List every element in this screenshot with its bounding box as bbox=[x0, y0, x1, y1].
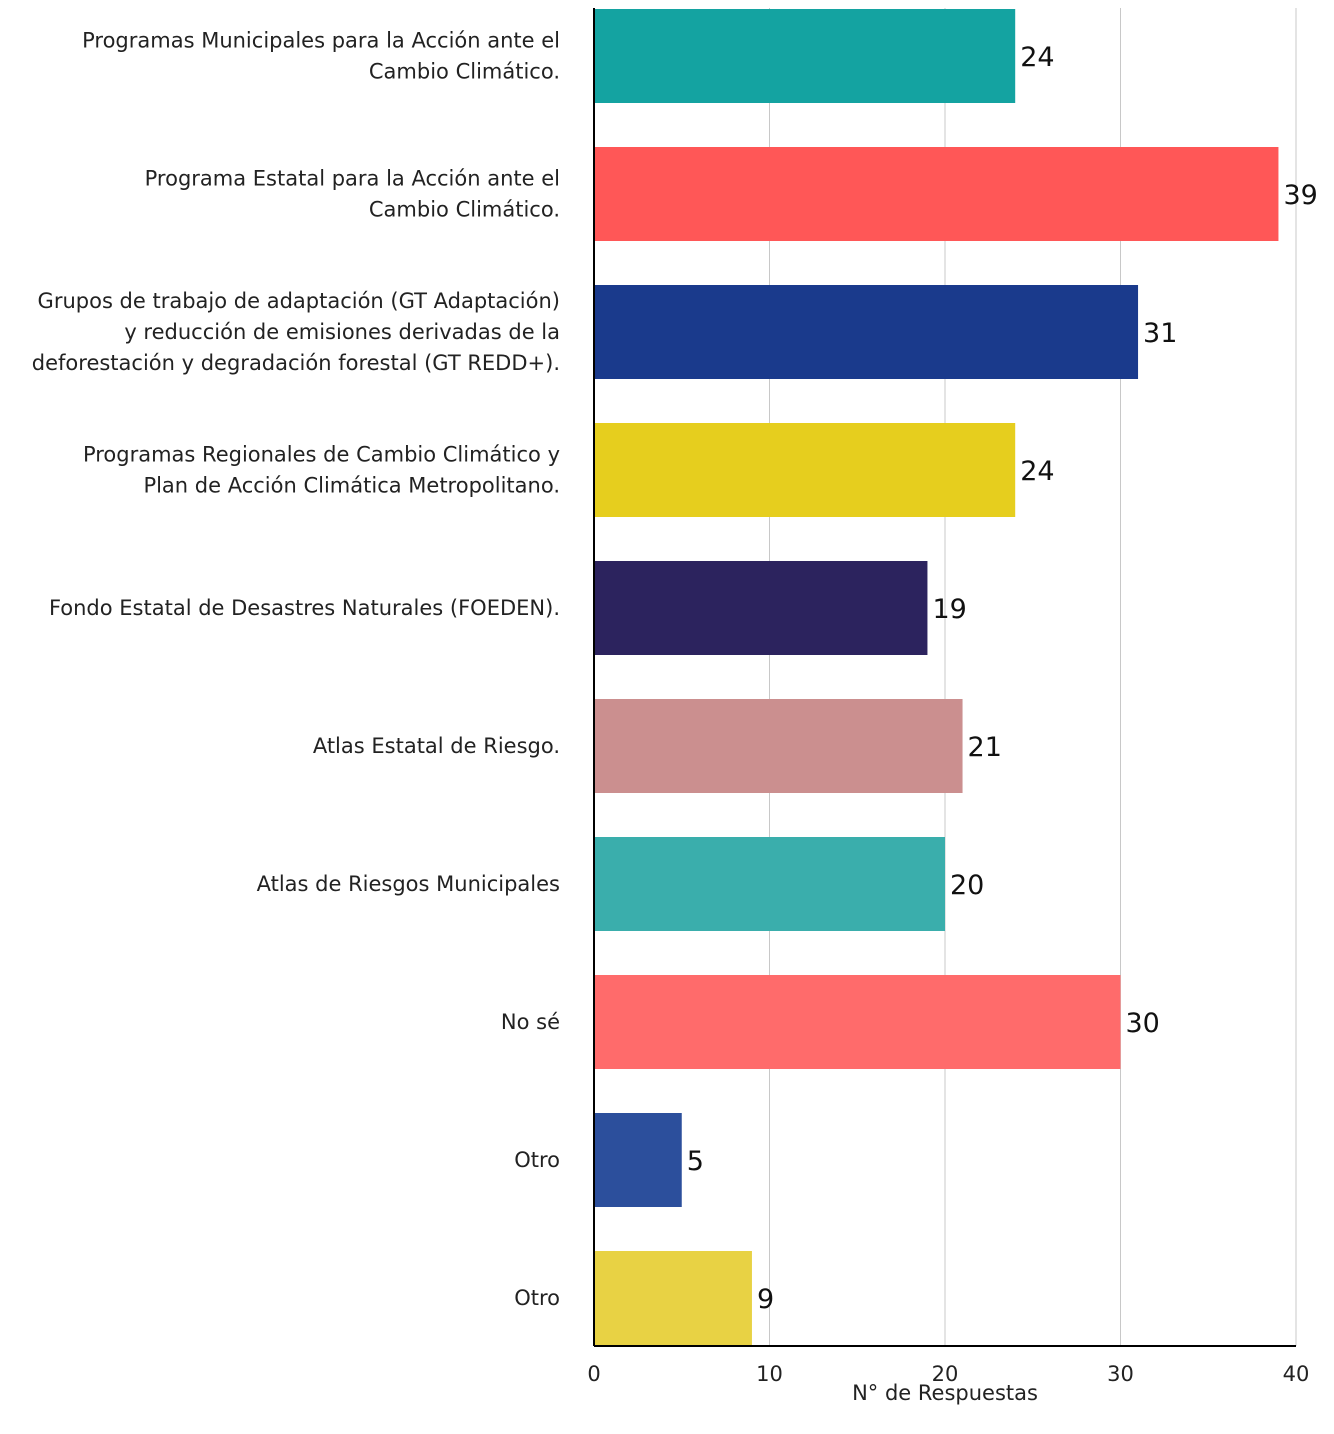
category-label: Atlas de Riesgos Municipales bbox=[257, 872, 560, 896]
data-label: 9 bbox=[757, 1284, 774, 1315]
data-label: 30 bbox=[1126, 1008, 1160, 1039]
data-label: 19 bbox=[932, 594, 966, 625]
category-label: Grupos de trabajo de adaptación (GT Adap… bbox=[38, 289, 560, 313]
category-label: Atlas Estatal de Riesgo. bbox=[313, 734, 560, 758]
data-label: 21 bbox=[968, 732, 1002, 763]
axes bbox=[593, 8, 1296, 1347]
category-label: Programas Municipales para la Acción ant… bbox=[82, 29, 560, 53]
bar bbox=[594, 9, 1016, 103]
bars bbox=[594, 9, 1279, 1345]
x-tick-label: 40 bbox=[1283, 1362, 1310, 1386]
x-tick-label: 20 bbox=[932, 1362, 959, 1386]
x-tick-label: 10 bbox=[756, 1362, 783, 1386]
category-label: Otro bbox=[514, 1148, 560, 1172]
category-label: Programa Estatal para la Acción ante el bbox=[145, 167, 560, 191]
bar bbox=[594, 1251, 752, 1345]
category-label: Plan de Acción Climática Metropolitano. bbox=[143, 474, 560, 498]
data-label: 39 bbox=[1283, 180, 1317, 211]
data-label: 24 bbox=[1020, 42, 1054, 73]
x-tick-label: 30 bbox=[1107, 1362, 1134, 1386]
category-label: Fondo Estatal de Desastres Naturales (FO… bbox=[49, 596, 560, 620]
data-label: 20 bbox=[950, 870, 984, 901]
bar bbox=[594, 285, 1139, 379]
category-label: y reducción de emisiones derivadas de la bbox=[124, 320, 560, 344]
bar bbox=[594, 423, 1016, 517]
data-label: 31 bbox=[1143, 318, 1177, 349]
x-axis-title: N° de Respuestas bbox=[852, 1381, 1038, 1405]
x-tick-label: 0 bbox=[587, 1362, 600, 1386]
category-label: deforestación y degradación forestal (GT… bbox=[32, 351, 560, 375]
bar bbox=[594, 147, 1279, 241]
bar bbox=[594, 561, 928, 655]
category-label: Cambio Climático. bbox=[369, 60, 560, 84]
category-label: Programas Regionales de Cambio Climático… bbox=[83, 443, 560, 467]
category-label: Otro bbox=[514, 1286, 560, 1310]
bar bbox=[594, 837, 945, 931]
bar bbox=[594, 1113, 682, 1207]
bar bbox=[594, 975, 1121, 1069]
data-label: 5 bbox=[687, 1146, 704, 1177]
data-label: 24 bbox=[1020, 456, 1054, 487]
labels: 0 10 20 30 40 24 Programas Municipales para la… bbox=[32, 29, 1318, 1387]
bar bbox=[594, 699, 963, 793]
category-label: Cambio Climático. bbox=[369, 198, 560, 222]
category-label: No sé bbox=[501, 1010, 560, 1034]
